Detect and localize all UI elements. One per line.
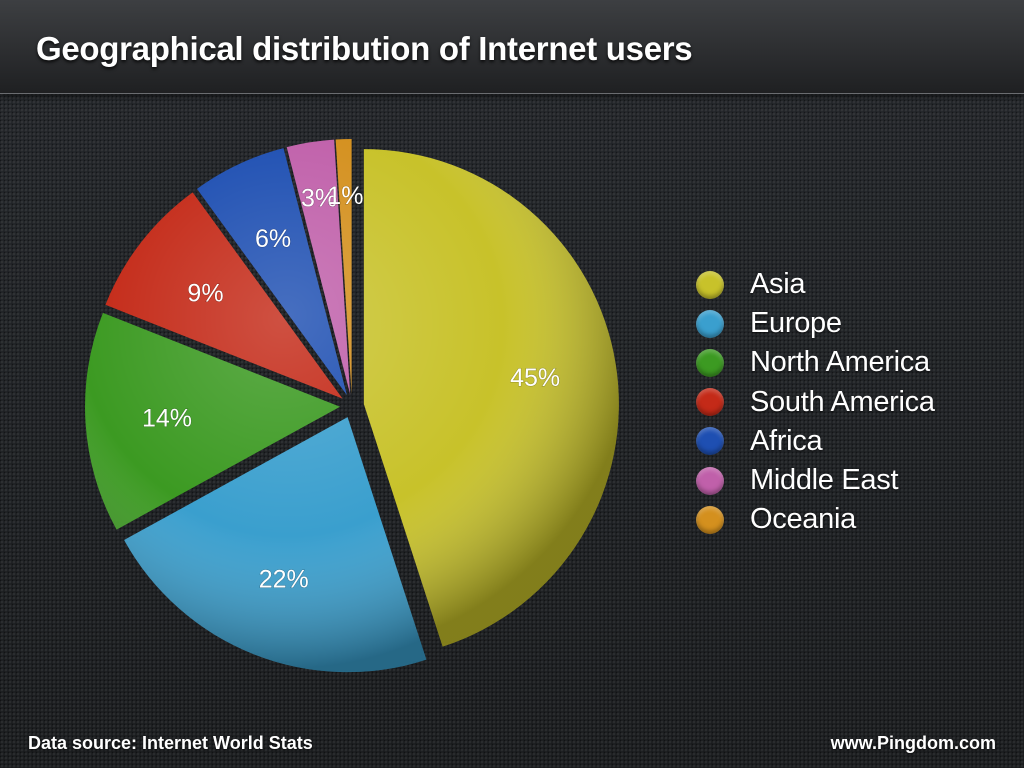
pie-label-north-america: 14% — [142, 405, 192, 433]
pie-slice-north-america — [85, 312, 341, 530]
chart-legend: Asia Europe North America South America Afri… — [696, 265, 935, 539]
legend-swatch — [696, 505, 724, 534]
pie-slice-shading — [105, 192, 343, 399]
legend-item-oceania: Oceania — [696, 500, 935, 539]
pie-slice-south-america — [105, 192, 343, 399]
pie-slice-shading — [85, 312, 341, 530]
legend-item-south-america: South America — [696, 383, 935, 422]
pie-labels: 45% 22% 14% 9% 6% 3%1% — [141, 182, 560, 594]
site-url: www.Pingdom.com — [830, 733, 996, 753]
legend-label: Asia — [750, 268, 806, 301]
legend-swatch — [696, 466, 724, 495]
legend-swatch — [696, 348, 724, 377]
pie-slice-shading — [286, 139, 351, 395]
pie-slice-africa — [197, 148, 347, 396]
pie-label-middle-east: 3% — [301, 185, 337, 213]
pie-slice-shading — [124, 417, 427, 673]
header-bar: Geographical distribution of Internet us… — [0, 0, 1024, 94]
pie-slice-middle-east — [286, 139, 351, 395]
pie-slice-shading — [335, 139, 352, 395]
legend-item-middle-east: Middle East — [696, 461, 935, 500]
pie-slices — [85, 139, 619, 673]
legend-label: South America — [750, 385, 935, 418]
pie-label-oceania: 1% — [327, 182, 363, 210]
pie-slice-asia — [363, 149, 619, 647]
legend-item-asia: Asia — [696, 265, 935, 304]
legend-item-europe: Europe — [696, 304, 935, 343]
legend-item-north-america: North America — [696, 343, 935, 382]
pie-slice-oceania — [335, 139, 352, 395]
pie-slice-europe — [124, 417, 427, 673]
pie-label-asia: 45% — [510, 364, 560, 392]
legend-label: Middle East — [750, 464, 899, 497]
legend-label: Europe — [750, 307, 842, 340]
pie-slice-shading — [197, 148, 347, 396]
legend-swatch — [696, 427, 724, 456]
legend-label: Africa — [750, 424, 823, 457]
pie-chart: 45% 22% 14% 9% 6% 3%1% — [85, 139, 619, 673]
page-title: Geographical distribution of Internet us… — [36, 30, 693, 67]
pie-label-south-america: 9% — [187, 279, 223, 307]
data-source-note: Data source: Internet World Stats — [28, 733, 313, 753]
pie-label-europe: 22% — [259, 565, 309, 593]
legend-label: North America — [750, 346, 930, 379]
legend-item-africa: Africa — [696, 422, 935, 461]
pie-slice-shading — [363, 149, 619, 647]
legend-swatch — [696, 270, 724, 299]
pie-label-africa: 6% — [255, 225, 291, 253]
legend-label: Oceania — [750, 503, 856, 536]
legend-swatch — [696, 388, 724, 417]
legend-swatch — [696, 309, 724, 338]
